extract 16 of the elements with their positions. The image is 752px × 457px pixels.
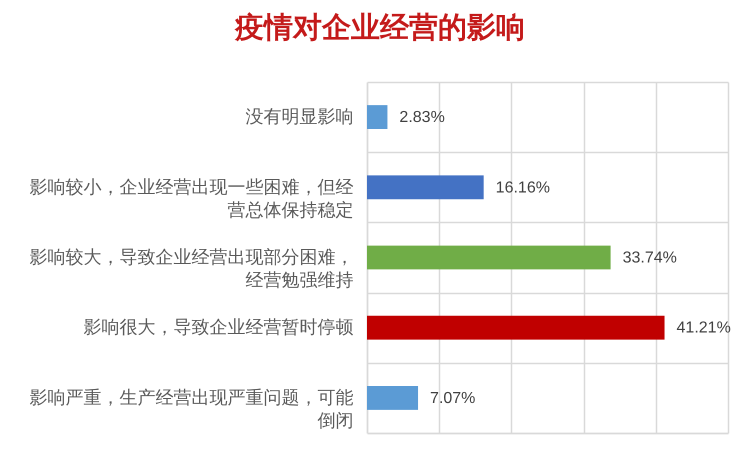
y-tick-label: 没有明显影响 bbox=[246, 106, 354, 127]
bar bbox=[367, 316, 665, 340]
bar bbox=[367, 175, 484, 200]
data-label: 2.83% bbox=[399, 109, 445, 126]
chart-title: 疫情对企业经营的影响 bbox=[234, 12, 525, 44]
data-label: 7.07% bbox=[430, 390, 476, 407]
y-tick-label: 影响较小，企业经营出现一些困难，但经营总体保持稳定 bbox=[30, 176, 354, 220]
data-label: 33.74% bbox=[622, 250, 677, 266]
bar bbox=[367, 386, 418, 410]
data-label: 41.21% bbox=[676, 320, 731, 337]
y-tick-label: 影响很大，导致企业经营暂时停顿 bbox=[84, 317, 354, 338]
bar bbox=[367, 105, 388, 130]
bar bbox=[367, 246, 611, 270]
data-label: 16.16% bbox=[496, 179, 550, 196]
y-tick-label: 影响严重，生产经营出现严重问题，可能倒闭 bbox=[30, 387, 354, 430]
y-tick-label: 影响较大，导致企业经营出现部分困难，经营勉强维持 bbox=[30, 247, 354, 290]
